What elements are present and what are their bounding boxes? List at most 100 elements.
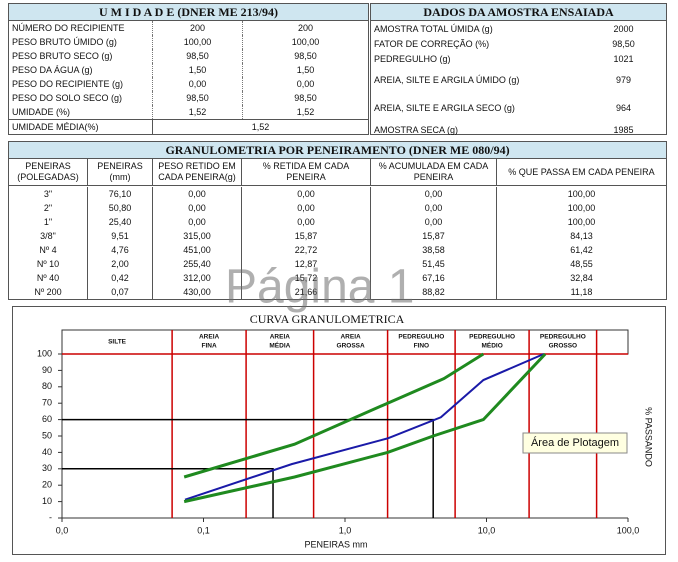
cell-value: 315,00 [153, 229, 242, 243]
cell-value: 88,82 [371, 285, 497, 299]
column-header: % ACUMULADA EM CADA PENEIRA [371, 159, 497, 186]
zone-label: AREIA [199, 334, 220, 341]
data-line [183, 352, 485, 479]
cell-value: 430,00 [153, 285, 242, 299]
cell-value: 0,00 [153, 187, 242, 201]
cell-value: 0,00 [371, 215, 497, 229]
cell-value: 50,80 [88, 201, 153, 215]
cell-value: 1985 [613, 124, 634, 135]
cell-value: 51,45 [371, 257, 497, 271]
cell-value: 15,87 [371, 229, 497, 243]
cell-value: 100,00 [153, 35, 243, 49]
row-label: PESO BRUTO ÚMIDO (g) [9, 35, 153, 49]
y-tick-label: 50 [42, 430, 52, 440]
x-tick-label: 1,0 [339, 525, 352, 535]
cell-value: 200 [297, 23, 314, 33]
zone-label: MÉDIO [481, 341, 502, 350]
cell-value: 25,40 [88, 215, 153, 229]
y-tick-label: 90 [42, 365, 52, 375]
chart-box [12, 306, 666, 555]
column-header: PENEIRAS (mm) [88, 159, 153, 186]
y-axis-label: % PASSANDO [644, 407, 654, 467]
cell-value: 0,00 [242, 187, 371, 201]
cell-value: 451,00 [153, 243, 242, 257]
cell-value: 3/8" [9, 229, 88, 243]
row-label: PEDREGULHO (g) [374, 53, 451, 64]
zone-label: FINA [202, 343, 217, 350]
column-header: PENEIRAS (POLEGADAS) [9, 159, 88, 186]
y-tick-label: 70 [42, 398, 52, 408]
cell-value: 21,66 [242, 285, 371, 299]
cell-value: Nº 40 [9, 271, 88, 285]
cell-value: 0,42 [88, 271, 153, 285]
zone-label: PEDREGULHO [540, 334, 586, 341]
cell-value: 0,00 [371, 187, 497, 201]
zone-label: AREIA [270, 334, 291, 341]
row-label: AMOSTRA SECA (g) [374, 124, 459, 135]
cell-value: 98,50 [294, 93, 317, 103]
cell-value: 100,00 [567, 217, 596, 227]
cell-value: 15,72 [242, 271, 371, 285]
column-header: % QUE PASSA EM CADA PENEIRA [497, 159, 666, 186]
cell-value: 4,76 [88, 243, 153, 257]
zone-label: PEDREGULHO [469, 334, 515, 341]
cell-value: 255,40 [153, 257, 242, 271]
y-tick-label: 100 [37, 348, 52, 358]
row-label: UMIDADE (%) [9, 105, 153, 119]
cell-value: 1" [9, 215, 88, 229]
cell-value: Nº 200 [9, 285, 88, 299]
cell-value: 0,00 [242, 201, 371, 215]
y-tick-label: 40 [42, 447, 52, 457]
zone-label: MÉDIA [269, 341, 290, 350]
y-tick-label: 20 [42, 480, 52, 490]
section-title: DADOS DA AMOSTRA ENSAIADA [371, 4, 666, 21]
cell-value: 48,55 [570, 259, 593, 269]
cell-value: 0,00 [153, 215, 242, 229]
cell-value: 12,87 [242, 257, 371, 271]
cell-value: 11,18 [570, 287, 593, 297]
cell-value: 15,87 [242, 229, 371, 243]
x-tick-label: 0,1 [197, 525, 210, 535]
cell-value: 1,52 [153, 119, 368, 134]
cell-value: 22,72 [242, 243, 371, 257]
cell-value: 100,00 [291, 37, 320, 47]
zone-label: SILTE [108, 339, 127, 346]
row-label: PESO BRUTO SECO (g) [9, 49, 153, 63]
cell-value: 1,50 [296, 65, 315, 75]
data-line [183, 352, 547, 504]
cell-value: 100,00 [567, 203, 596, 213]
column-header: % RETIDA EM CADA PENEIRA [242, 159, 371, 186]
row-label: AREIA, SILTE E ARGILA SECO (g) [374, 103, 515, 113]
y-tick-label: 10 [42, 496, 52, 506]
cell-value: 98,50 [153, 49, 243, 63]
cell-value: 100,00 [567, 189, 596, 199]
cell-value: 98,50 [294, 51, 317, 61]
cell-value: 2000 [613, 23, 634, 34]
cell-value: 1,52 [296, 107, 315, 117]
amostra-box [370, 3, 667, 135]
cell-value: 38,58 [371, 243, 497, 257]
x-axis-label: PENEIRAS mm [304, 539, 367, 549]
zone-label: PEDREGULHO [398, 334, 444, 341]
cell-value: 1021 [613, 53, 634, 64]
cell-value: 76,10 [88, 187, 153, 201]
zone-label: AREIA [340, 334, 361, 341]
y-tick-label: 80 [42, 381, 52, 391]
row-label: PESO DA ÁGUA (g) [9, 63, 153, 77]
cell-value: 98,50 [153, 91, 243, 105]
cell-value: 98,50 [612, 38, 635, 49]
row-label: FATOR DE CORREÇÃO (%) [374, 38, 490, 49]
cell-value: 1,52 [153, 105, 243, 119]
cell-value: 2,00 [88, 257, 153, 271]
cell-value: 32,84 [570, 273, 593, 283]
row-label: AMOSTRA TOTAL ÚMIDA (g) [374, 23, 493, 34]
zone-label: FINO [414, 343, 430, 350]
cell-value: 0,00 [242, 215, 371, 229]
x-tick-label: 100,0 [617, 525, 640, 535]
section-title: U M I D A D E (DNER ME 213/94) [9, 4, 368, 21]
zone-label: GROSSA [337, 343, 365, 350]
y-tick-label: 30 [42, 463, 52, 473]
reference-line [62, 468, 274, 518]
cell-value: 2" [9, 201, 88, 215]
